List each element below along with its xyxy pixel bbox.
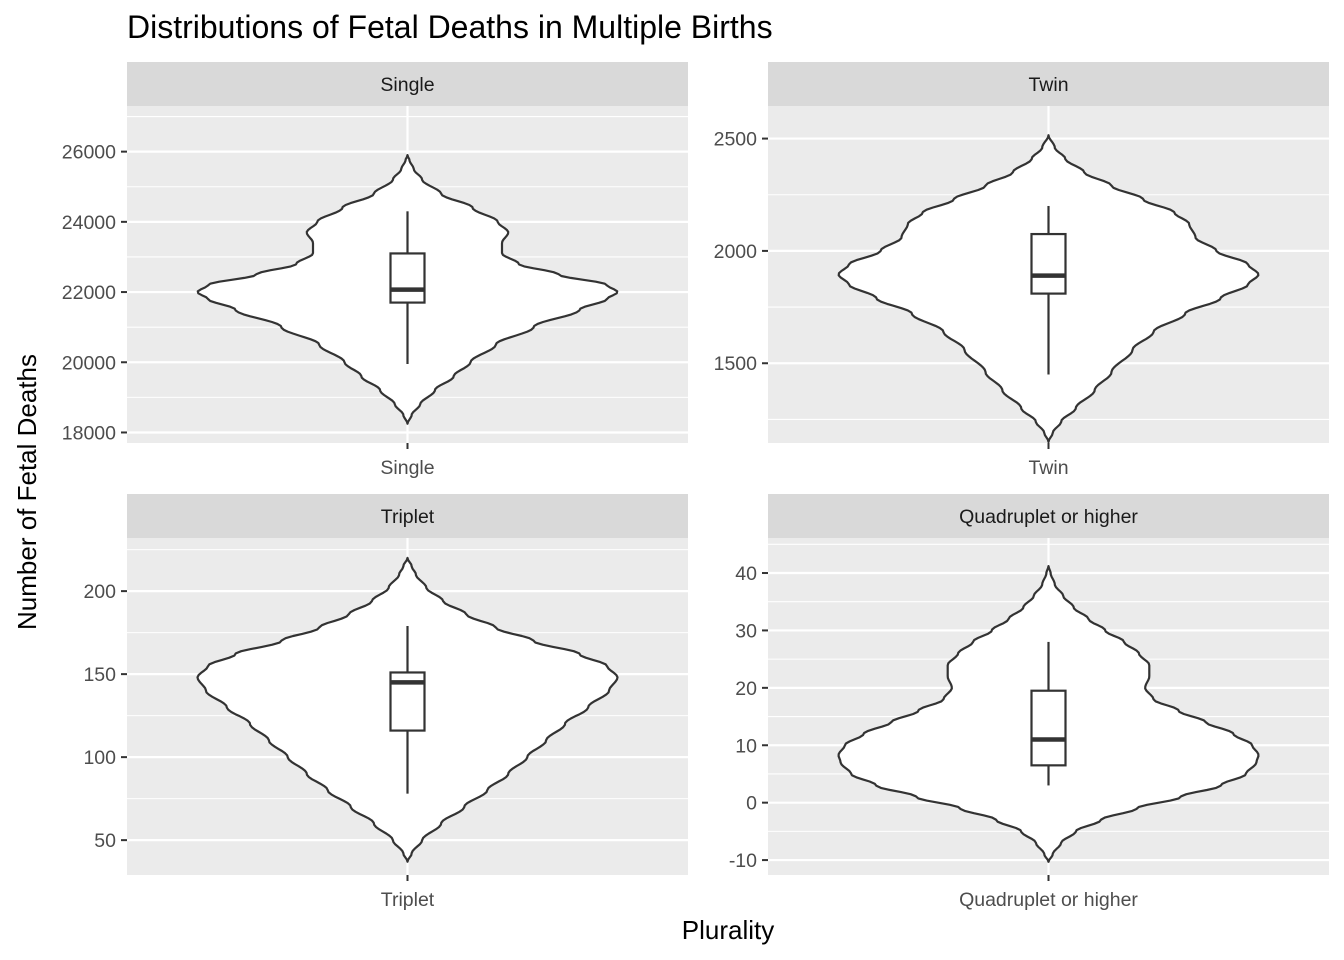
y-tick-label: 0	[746, 793, 757, 815]
y-tick-label: 24000	[62, 212, 116, 234]
y-tick-label: 30	[735, 620, 757, 642]
x-tick-label: Triplet	[381, 889, 435, 911]
y-tick-label: 200	[83, 581, 116, 603]
facet-strip-label: Single	[380, 74, 434, 96]
x-tick-label: Quadruplet or higher	[959, 889, 1138, 911]
y-tick-label: 18000	[62, 422, 116, 444]
y-axis-title: Number of Fetal Deaths	[12, 354, 42, 630]
y-tick-label: -10	[729, 850, 757, 872]
facet-strip	[127, 62, 688, 106]
facet-strip-label: Triplet	[381, 506, 435, 528]
y-tick-label: 20000	[62, 352, 116, 374]
box-iqr	[1030, 689, 1067, 767]
box-iqr	[1030, 232, 1067, 295]
facet-strip-label: Twin	[1028, 74, 1068, 96]
facet-single: Single 18000 20000 22000 24000 26000 Single	[62, 62, 688, 479]
y-tick-label: 50	[94, 830, 116, 852]
facet-panels: Single1800020000220002400026000SingleTwi…	[62, 62, 1329, 911]
facet-strip	[127, 494, 688, 538]
y-tick-label: 100	[83, 747, 116, 769]
x-tick-label: Twin	[1028, 457, 1068, 479]
facet-quadruplet-or-higher: Quadruplet or higher -10 0 10 20 30 40 Quadrupl…	[729, 494, 1329, 911]
x-tick-label: Single	[380, 457, 434, 479]
y-tick-label: 10	[735, 735, 757, 757]
y-tick-label: 1500	[714, 353, 758, 375]
chart-title: Distributions of Fetal Deaths in Multipl…	[127, 9, 773, 45]
box-iqr	[389, 252, 426, 304]
facet-strip	[768, 62, 1329, 106]
facet-strip	[768, 494, 1329, 538]
y-tick-label: 26000	[62, 142, 116, 164]
y-tick-label: 40	[735, 563, 757, 585]
y-tick-label: 22000	[62, 282, 116, 304]
y-tick-label: 2500	[714, 129, 758, 151]
y-tick-label: 2000	[714, 241, 758, 263]
y-tick-label: 20	[735, 678, 757, 700]
facet-strip-label: Quadruplet or higher	[959, 506, 1138, 528]
y-tick-label: 150	[83, 664, 116, 686]
x-axis-title: Plurality	[682, 915, 774, 945]
facet-twin: Twin 1500 2000 2500 Twin	[714, 62, 1329, 479]
facet-triplet: Triplet 50 100 150 200 Triplet	[83, 494, 688, 911]
